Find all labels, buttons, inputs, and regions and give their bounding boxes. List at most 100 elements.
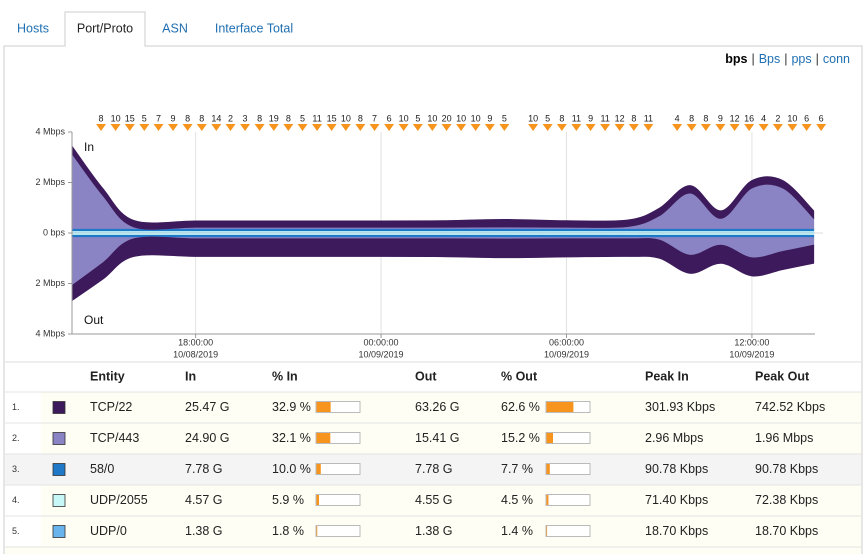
event-marker[interactable] [384, 124, 395, 131]
event-count: 5 [142, 113, 147, 123]
event-marker[interactable] [456, 124, 467, 131]
event-marker[interactable] [470, 124, 481, 131]
event-marker[interactable] [297, 124, 308, 131]
event-count: 16 [744, 113, 754, 123]
event-marker[interactable] [528, 124, 539, 131]
event-count: 10 [528, 113, 538, 123]
event-marker[interactable] [614, 124, 625, 131]
row-background [5, 392, 861, 423]
color-swatch [52, 463, 66, 476]
event-marker[interactable] [628, 124, 639, 131]
event-marker[interactable] [398, 124, 409, 131]
column-header[interactable]: Peak In [645, 369, 689, 383]
column-header[interactable]: % In [272, 369, 298, 383]
out-percent: 1.4 % [501, 524, 533, 538]
event-marker[interactable] [643, 124, 654, 131]
event-marker[interactable] [585, 124, 596, 131]
event-marker[interactable] [182, 124, 193, 131]
unit-option[interactable]: pps [791, 52, 811, 66]
tab[interactable]: Interface Total [215, 21, 293, 35]
event-marker[interactable] [153, 124, 164, 131]
event-marker[interactable] [196, 124, 207, 131]
event-marker[interactable] [744, 124, 755, 131]
event-marker[interactable] [312, 124, 323, 131]
event-marker[interactable] [801, 124, 812, 131]
row-index-cell [5, 392, 41, 423]
row-index: 4. [12, 495, 20, 505]
event-count: 4 [761, 113, 766, 123]
event-marker[interactable] [110, 124, 121, 131]
event-marker[interactable] [254, 124, 265, 131]
event-count: 6 [387, 113, 392, 123]
event-marker[interactable] [211, 124, 222, 131]
event-count: 19 [269, 113, 279, 123]
event-marker[interactable] [484, 124, 495, 131]
column-header[interactable]: In [185, 369, 196, 383]
tab: Port/Proto [77, 21, 133, 35]
stream-area [71, 144, 815, 230]
out-total: 4.55 G [415, 493, 453, 507]
event-marker[interactable] [412, 124, 423, 131]
event-marker[interactable] [168, 124, 179, 131]
event-count: 14 [211, 113, 221, 123]
percent-bar [546, 433, 554, 443]
in-percent: 1.8 % [272, 524, 304, 538]
event-marker[interactable] [369, 124, 380, 131]
row-index-cell [5, 485, 41, 516]
event-count: 5 [415, 113, 420, 123]
column-header[interactable]: Out [415, 369, 437, 383]
event-marker[interactable] [686, 124, 697, 131]
event-marker[interactable] [427, 124, 438, 131]
event-marker[interactable] [355, 124, 366, 131]
event-marker[interactable] [600, 124, 611, 131]
column-header[interactable]: Entity [90, 369, 125, 383]
event-marker[interactable] [240, 124, 251, 131]
in-percent: 32.1 % [272, 431, 311, 445]
out-total: 7.78 G [415, 462, 453, 476]
event-marker[interactable] [816, 124, 827, 131]
percent-bar-track [545, 494, 591, 506]
color-swatch [52, 401, 66, 414]
event-marker[interactable] [787, 124, 798, 131]
x-tick-label: 00:00:00 [364, 337, 399, 347]
event-count: 11 [600, 113, 609, 123]
event-marker[interactable] [542, 124, 553, 131]
row-background [5, 423, 861, 454]
entity: TCP/22 [90, 400, 132, 414]
x-tick-label: 10/09/2019 [729, 349, 774, 359]
column-header[interactable]: Peak Out [755, 369, 810, 383]
event-marker[interactable] [268, 124, 279, 131]
event-marker[interactable] [139, 124, 150, 131]
event-marker[interactable] [96, 124, 107, 131]
percent-bar [546, 495, 549, 505]
event-marker[interactable] [225, 124, 236, 131]
event-marker[interactable] [758, 124, 769, 131]
event-count: 10 [341, 113, 351, 123]
event-marker[interactable] [326, 124, 337, 131]
unit-option[interactable]: conn [823, 52, 850, 66]
event-marker[interactable] [700, 124, 711, 131]
x-tick-label: 12:00:00 [734, 337, 769, 347]
event-count: 11 [312, 113, 321, 123]
x-tick-label: 18:00:00 [178, 337, 213, 347]
event-count: 10 [456, 113, 466, 123]
event-marker[interactable] [729, 124, 740, 131]
percent-bar-track [315, 494, 361, 506]
event-marker[interactable] [283, 124, 294, 131]
tab[interactable]: ASN [162, 21, 188, 35]
x-tick-label: 10/08/2019 [173, 349, 218, 359]
row-index: 3. [12, 464, 20, 474]
event-marker[interactable] [715, 124, 726, 131]
tab[interactable]: Hosts [17, 21, 49, 35]
event-marker[interactable] [571, 124, 582, 131]
event-marker[interactable] [499, 124, 510, 131]
event-marker[interactable] [556, 124, 567, 131]
event-marker[interactable] [672, 124, 683, 131]
event-marker[interactable] [340, 124, 351, 131]
event-marker[interactable] [772, 124, 783, 131]
event-marker[interactable] [124, 124, 135, 131]
unit-option[interactable]: Bps [759, 52, 781, 66]
column-header[interactable]: % Out [501, 369, 538, 383]
event-marker[interactable] [441, 124, 452, 131]
event-count: 8 [631, 113, 636, 123]
